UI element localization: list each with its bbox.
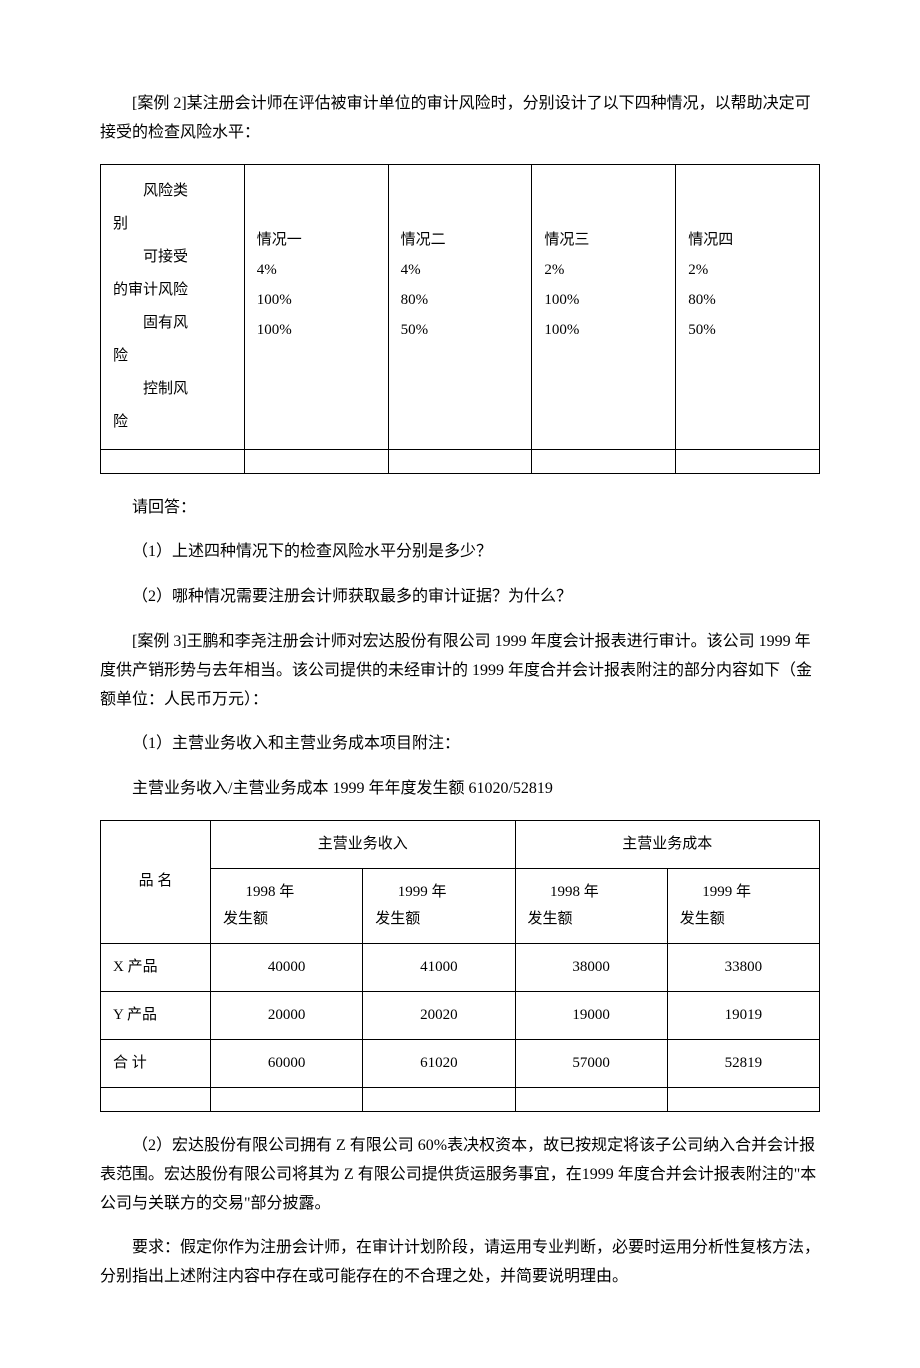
situation-1-cell: 情况一 4% 100% 100% (244, 164, 388, 449)
case3-intro: [案例 3]王鹏和李尧注册会计师对宏达股份有限公司 1999 年度会计报表进行审… (100, 628, 820, 714)
empty-row (101, 1087, 820, 1111)
table-row: Y 产品 20000 20020 19000 19019 (101, 991, 820, 1039)
case3-note1: （1）主营业务收入和主营业务成本项目附注： (100, 730, 820, 759)
question-1: （1）上述四种情况下的检查风险水平分别是多少？ (100, 538, 820, 567)
risk-labels-cell: 风险类 别 可接受 的审计风险 固有风 险 控制风 险 (101, 164, 245, 449)
case3-requirement: 要求：假定你作为注册会计师，在审计计划阶段，请运用专业判断，必要时运用分析性复核… (100, 1234, 820, 1292)
cost-header: 主营业务成本 (515, 820, 819, 868)
table-header-row: 品 名 主营业务收入 主营业务成本 (101, 820, 820, 868)
rev-1999-header: 1999 年 发生额 (363, 868, 515, 943)
table-row: 合 计 60000 61020 57000 52819 (101, 1039, 820, 1087)
situation-2-cell: 情况二 4% 80% 50% (388, 164, 532, 449)
revenue-header: 主营业务收入 (211, 820, 515, 868)
situation-3-cell: 情况三 2% 100% 100% (532, 164, 676, 449)
rev-1998-header: 1998 年 发生额 (211, 868, 363, 943)
case2-intro: [案例 2]某注册会计师在评估被审计单位的审计风险时，分别设计了以下四种情况，以… (100, 90, 820, 148)
cost-1998-header: 1998 年 发生额 (515, 868, 667, 943)
case3-summary: 主营业务收入/主营业务成本 1999 年年度发生额 61020/52819 (100, 775, 820, 804)
situation-4-cell: 情况四 2% 80% 50% (676, 164, 820, 449)
question-2: （2）哪种情况需要注册会计师获取最多的审计证据？为什么？ (100, 583, 820, 612)
risk-table: 风险类 别 可接受 的审计风险 固有风 险 控制风 险 情况一 4% 100% … (100, 164, 820, 474)
table-row: X 产品 40000 41000 38000 33800 (101, 943, 820, 991)
empty-row (101, 449, 820, 473)
product-header: 品 名 (101, 820, 211, 943)
revenue-cost-table: 品 名 主营业务收入 主营业务成本 1998 年 发生额 1999 年 发生额 … (100, 820, 820, 1112)
case3-note2: （2）宏达股份有限公司拥有 Z 有限公司 60%表决权资本，故已按规定将该子公司… (100, 1132, 820, 1218)
questions-prompt: 请回答： (100, 494, 820, 523)
cost-1999-header: 1999 年 发生额 (667, 868, 819, 943)
